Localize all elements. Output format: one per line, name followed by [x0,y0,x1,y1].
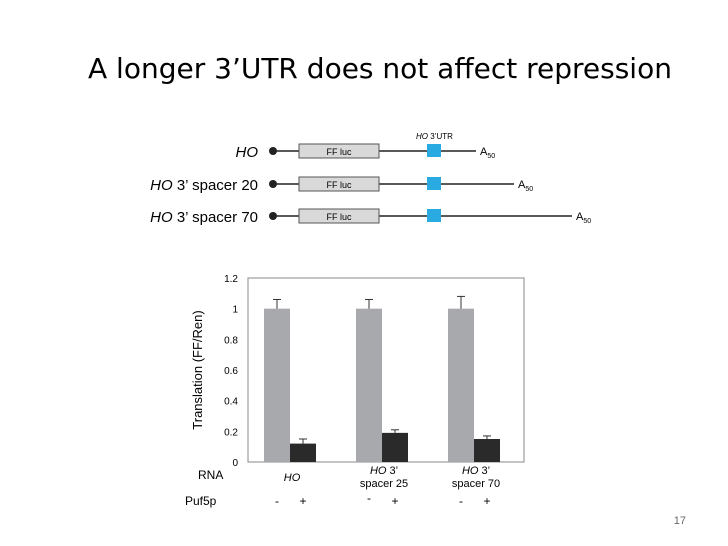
bar [356,308,382,462]
bar [382,432,408,462]
y-tick-label: 0.2 [224,427,238,438]
puf5p-sign: + [299,494,306,508]
rna-row-label: RNA [198,468,223,482]
y-tick-label: 1 [232,305,238,316]
polya-label: A50 [480,146,495,160]
construct-row: HO 3’ spacer 20 FF luc A50 [150,176,533,194]
group-label-line2: spacer 70 [452,478,500,490]
y-axis-label: Translation (FF/Ren) [190,310,205,429]
ffluc-label: FF luc [326,180,352,190]
puf5p-row-label: Puf5p [185,494,217,508]
bar [474,439,500,462]
group-label: HO 3’ [370,465,398,477]
bar [290,443,316,462]
group-label-line2: spacer 25 [360,478,408,490]
bars [264,308,500,462]
construct-label: HO [236,144,259,161]
construct-diagram: HO 3’UTR HO FF luc A50 HO 3’ spacer 20 F… [150,132,591,226]
bar [264,308,290,462]
construct-label: HO 3’ spacer 20 [150,177,258,194]
utr-label: HO 3’UTR [416,132,453,141]
y-tick-label: 0.8 [224,335,238,346]
error-bars [273,295,491,444]
y-tick-label: 0.6 [224,366,238,377]
ffluc-box [298,208,380,224]
slide-title: A longer 3’UTR does not affect repressio… [88,52,672,85]
construct-label: HO 3’ spacer 70 [150,209,258,226]
utr-box [427,177,441,190]
puf5p-sign: - [275,494,279,508]
group-label: HO 3’ [462,465,490,477]
utr-box [427,144,441,157]
y-tick-label: 1.2 [224,274,238,285]
puf5p-sign: - [459,494,463,508]
polya-label: A50 [576,211,591,225]
ffluc-label: FF luc [326,147,352,157]
utr-box [427,209,441,222]
ffluc-box [298,176,380,192]
puf5p-sign: + [483,494,490,508]
puf5p-sign: + [391,494,398,508]
bar [448,308,474,462]
construct-row: HO 3’ spacer 70 FF luc A50 [150,208,591,226]
ffluc-box [298,143,380,159]
y-ticks: 0 0.2 0.4 0.6 0.8 1 1.2 [224,274,238,469]
construct-row: HO FF luc A50 [236,143,495,161]
bar-chart: Translation (FF/Ren) 0 0.2 0.4 0.6 0.8 1 1.2 R… [185,274,525,508]
puf5p-sign: - [367,491,371,505]
y-tick-label: 0 [232,458,238,469]
y-tick-label: 0.4 [224,397,238,408]
ffluc-label: FF luc [326,212,352,222]
group-label: HO [284,472,301,484]
polya-label: A50 [518,179,533,193]
page-number: 17 [673,515,686,527]
